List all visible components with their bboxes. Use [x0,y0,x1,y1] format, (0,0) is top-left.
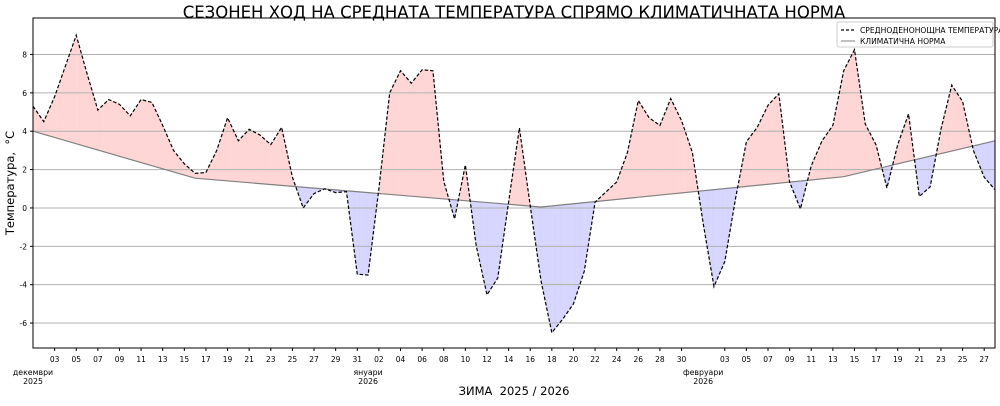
x-tick-label: 14 [504,355,514,364]
x-tick-label: 25 [288,355,298,364]
x-tick-label: 11 [806,355,816,364]
chart-title: СЕЗОНЕН ХОД НА СРЕДНАТА ТЕМПЕРАТУРА СПРЯ… [183,3,846,22]
y-tick-label: 4 [22,127,27,136]
x-tick-label: 27 [979,355,989,364]
x-tick-label: 21 [915,355,925,364]
y-tick-label: 8 [22,50,27,59]
month-label: февруари [683,368,723,377]
x-axis-label: ЗИМА 2025 / 2026 [459,384,570,398]
x-tick-label: 22 [590,355,600,364]
year-label: 2026 [358,377,378,386]
x-tick-label: 30 [677,355,687,364]
y-tick-label: -6 [20,319,28,328]
x-tick-label: 07 [763,355,773,364]
x-tick-label: 02 [374,355,384,364]
x-tick-label: 09 [115,355,125,364]
x-tick-label: 05 [742,355,752,364]
x-tick-label: 06 [417,355,427,364]
x-tick-label: 05 [71,355,81,364]
year-label: 2026 [693,377,713,386]
x-tick-label: 19 [223,355,233,364]
x-tick-label: 21 [244,355,254,364]
x-tick-label: 18 [547,355,557,364]
x-tick-label: 04 [396,355,406,364]
x-tick-label: 03 [50,355,60,364]
x-tick-label: 27 [309,355,319,364]
month-label: декември [13,368,53,377]
x-tick-label: 13 [158,355,168,364]
year-label: 2025 [23,377,43,386]
y-tick-label: -4 [20,281,28,290]
x-tick-label: 10 [461,355,471,364]
deviation-fills [33,35,995,332]
x-tick-label: 07 [93,355,103,364]
x-tick-label: 19 [893,355,903,364]
legend-temp-label: СРЕДНОДЕНОНОЩНА ТЕМПЕРАТУРА [860,26,1000,35]
x-tick-label: 26 [634,355,644,364]
x-tick-label: 15 [180,355,190,364]
y-axis: -6 -4 -2 0 2 4 6 8 [20,50,33,328]
x-tick-label: 11 [136,355,146,364]
x-tick-label: 09 [785,355,795,364]
x-tick-label: 24 [612,355,622,364]
y-tick-label: 6 [22,89,27,98]
legend: СРЕДНОДЕНОНОЩНА ТЕМПЕРАТУРА КЛИМАТИЧНА Н… [837,22,1000,47]
y-tick-label: 2 [22,166,27,175]
x-tick-label: 29 [331,355,341,364]
x-tick-label: 17 [871,355,881,364]
x-tick-label: 15 [850,355,860,364]
x-tick-label: 17 [201,355,211,364]
x-axis: 03 05 07 09 11 13 15 17 19 21 23 25 27 29 31 02 04 06 08 10… [13,348,989,386]
x-tick-label: 03 [720,355,730,364]
x-tick-label: 20 [569,355,579,364]
x-tick-label: 12 [482,355,492,364]
y-axis-label: Температура, °C [3,131,17,236]
y-tick-label: -2 [20,242,28,251]
x-tick-label: 13 [828,355,838,364]
x-tick-label: 31 [352,355,362,364]
x-tick-label: 16 [525,355,535,364]
x-tick-label: 08 [439,355,449,364]
month-label: януари [353,368,382,377]
y-tick-label: 0 [22,204,27,213]
x-tick-label: 23 [936,355,946,364]
x-tick-label: 23 [266,355,276,364]
legend-norm-label: КЛИМАТИЧНА НОРМА [860,37,946,46]
x-tick-label: 28 [655,355,665,364]
x-tick-label: 25 [958,355,968,364]
